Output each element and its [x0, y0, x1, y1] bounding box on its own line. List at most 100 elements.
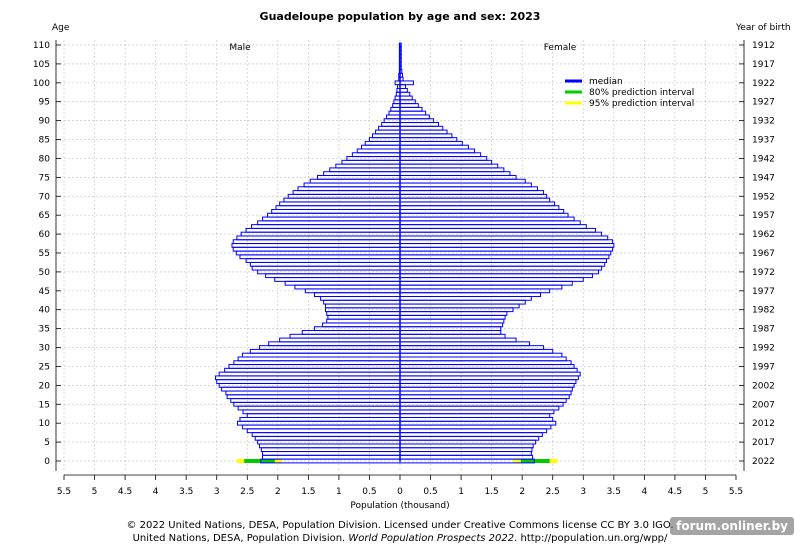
male-bar — [279, 337, 401, 343]
male-bar — [215, 375, 401, 381]
male-bar — [294, 284, 401, 290]
female-bar — [399, 122, 439, 127]
female-bar — [399, 159, 493, 165]
male-bar — [324, 303, 401, 309]
male-bar — [326, 311, 401, 316]
year-tick-label: 1922 — [752, 79, 775, 89]
year-tick-label: 2017 — [752, 438, 775, 448]
male-bar — [246, 428, 401, 434]
x-tick-label: 2 — [275, 487, 281, 497]
male-bar — [375, 129, 401, 135]
age-tick-label: 30 — [39, 344, 51, 354]
x-tick-label: 0.5 — [423, 487, 437, 497]
x-tick-label: 4.5 — [118, 487, 132, 497]
female-bar — [399, 209, 565, 214]
male-bar — [265, 273, 401, 279]
female-bar — [399, 295, 532, 301]
female-bar — [399, 394, 570, 400]
x-tick-label: 1 — [458, 487, 464, 497]
age-tick-label: 50 — [39, 268, 51, 278]
age-tick-label: 80 — [39, 154, 51, 164]
male-bar — [237, 405, 401, 411]
male-bar — [249, 348, 401, 354]
male-bar — [260, 447, 401, 453]
male-bar — [241, 352, 401, 358]
female-bar — [399, 352, 563, 358]
female-bar — [399, 428, 548, 434]
female-label: Female — [544, 43, 577, 53]
male-bar — [241, 424, 401, 430]
female-bar — [399, 133, 453, 139]
male-bar — [254, 435, 401, 441]
age-tick-label: 5 — [44, 438, 50, 448]
watermark: forum.onliner.by — [670, 517, 794, 535]
male-bar — [351, 152, 401, 158]
year-tick-label: 1967 — [752, 249, 775, 259]
female-bar — [399, 367, 578, 373]
year-tick-label: 2007 — [752, 400, 775, 410]
male-bar — [221, 386, 401, 392]
male-bar — [228, 364, 401, 369]
female-bar — [399, 280, 573, 286]
female-bar — [399, 398, 567, 403]
footer-line-2-italic: World Population Prospects 2022 — [348, 533, 514, 544]
female-bar — [399, 220, 581, 226]
x-tick-label: 4 — [641, 487, 647, 497]
male-bar — [237, 356, 401, 362]
male-bar — [275, 205, 401, 211]
age-tick-label: 40 — [39, 306, 51, 316]
female-bar — [399, 360, 572, 366]
male-bar — [364, 140, 401, 146]
female-bar — [399, 144, 469, 150]
female-bar — [399, 80, 414, 86]
male-bar — [218, 371, 401, 377]
male-bar — [262, 216, 401, 222]
female-bar — [399, 216, 575, 222]
x-tick-label: 4.5 — [668, 487, 682, 497]
male-bar — [392, 103, 401, 108]
female-bar — [399, 163, 499, 169]
male-bar — [313, 292, 401, 297]
x-tick-label: 1.5 — [301, 487, 315, 497]
male-bar — [262, 454, 401, 460]
age-tick-label: 15 — [39, 400, 50, 410]
female-bar — [399, 103, 419, 108]
year-tick-label: 1952 — [752, 192, 775, 202]
age-tick-label: 90 — [39, 117, 51, 127]
left-axis-label: Age — [52, 23, 70, 33]
female-bar — [399, 288, 551, 294]
female-bar — [399, 243, 615, 248]
female-bar — [399, 106, 423, 112]
male-bar — [271, 209, 401, 214]
male-bar — [249, 261, 401, 267]
male-bar — [323, 299, 401, 305]
age-tick-label: 25 — [39, 362, 50, 372]
male-bar — [226, 394, 401, 400]
prediction-interval-male_80 — [244, 459, 275, 463]
bars-group — [215, 42, 615, 464]
female-bar — [399, 152, 482, 158]
male-bar — [225, 390, 401, 396]
year-tick-label: 1912 — [752, 41, 775, 51]
male-bar — [303, 182, 401, 188]
female-bar — [399, 341, 531, 347]
male-bar — [245, 227, 401, 233]
female-bar — [399, 87, 408, 93]
footer-line-2-suffix: . http://population.un.org/wpp/ — [514, 533, 668, 544]
female-bar — [399, 129, 448, 135]
age-tick-label: 105 — [33, 60, 50, 70]
year-tick-label: 1977 — [752, 287, 775, 297]
male-bar — [279, 201, 401, 207]
female-bar — [399, 246, 614, 252]
age-tick-label: 95 — [39, 98, 50, 108]
year-tick-label: 1947 — [752, 173, 775, 183]
female-bar — [399, 451, 532, 456]
female-bar — [399, 318, 505, 324]
x-tick-label: 0 — [397, 487, 403, 497]
female-bar — [399, 239, 614, 245]
year-tick-label: 1942 — [752, 154, 775, 164]
right-axis-label: Year of birth — [735, 23, 791, 33]
age-tick-label: 100 — [33, 79, 50, 89]
